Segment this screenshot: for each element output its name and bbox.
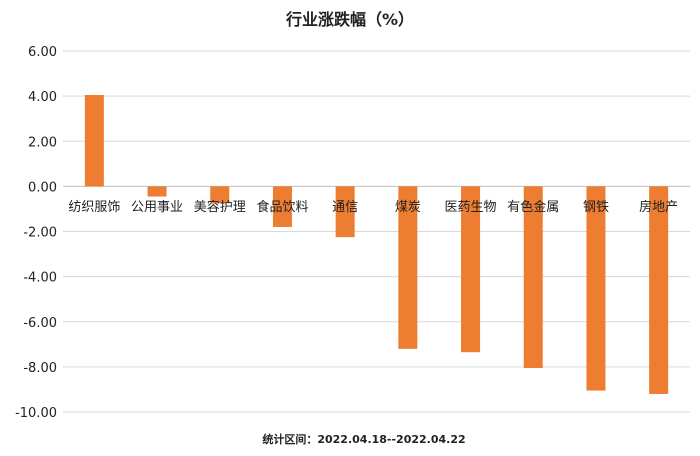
date-range-footer: 统计区间：2022.04.18--2022.04.22 [262, 432, 465, 446]
y-tick-label: -8.00 [23, 361, 57, 376]
category-label: 煤炭 [395, 200, 421, 215]
category-labels: 纺织服饰 公用事业 美容护理 食品饮料 通信 煤炭 医药生物 有色金属 钢铁 房地产 [68, 199, 678, 215]
bar [523, 186, 543, 369]
y-tick-label: -4.00 [23, 271, 57, 286]
category-label: 食品饮料 [256, 199, 308, 215]
category-label: 有色金属 [507, 199, 559, 215]
category-label: 医药生物 [445, 200, 497, 215]
bar [586, 186, 606, 391]
y-tick-label: -10.00 [15, 406, 57, 421]
bar [210, 186, 230, 204]
y-tick-label: -2.00 [23, 226, 57, 241]
bar [147, 186, 167, 197]
y-tick-label: -6.00 [23, 316, 57, 331]
category-label: 纺织服饰 [68, 200, 120, 215]
bar [398, 186, 418, 349]
y-tick-label: 0.00 [28, 180, 57, 195]
bar [335, 186, 355, 238]
chart-title: 行业涨跌幅（%） [285, 10, 414, 29]
category-label: 美容护理 [194, 199, 246, 215]
category-label: 公用事业 [131, 200, 183, 215]
y-tick-label: 6.00 [28, 45, 57, 60]
category-label: 房地产 [639, 199, 678, 215]
y-tick-label: 2.00 [28, 135, 57, 150]
category-label: 钢铁 [583, 200, 609, 215]
bar [461, 186, 481, 353]
grid-lines [63, 50, 690, 413]
bar [272, 186, 292, 227]
bar [84, 94, 104, 187]
y-axis: 6.00 4.00 2.00 0.00 -2.00 -4.00 -6.00 -8.00 -10.… [15, 45, 57, 421]
category-label: 通信 [332, 200, 358, 215]
y-tick-label: 4.00 [28, 90, 57, 105]
bars [84, 94, 669, 394]
bar [649, 186, 669, 394]
